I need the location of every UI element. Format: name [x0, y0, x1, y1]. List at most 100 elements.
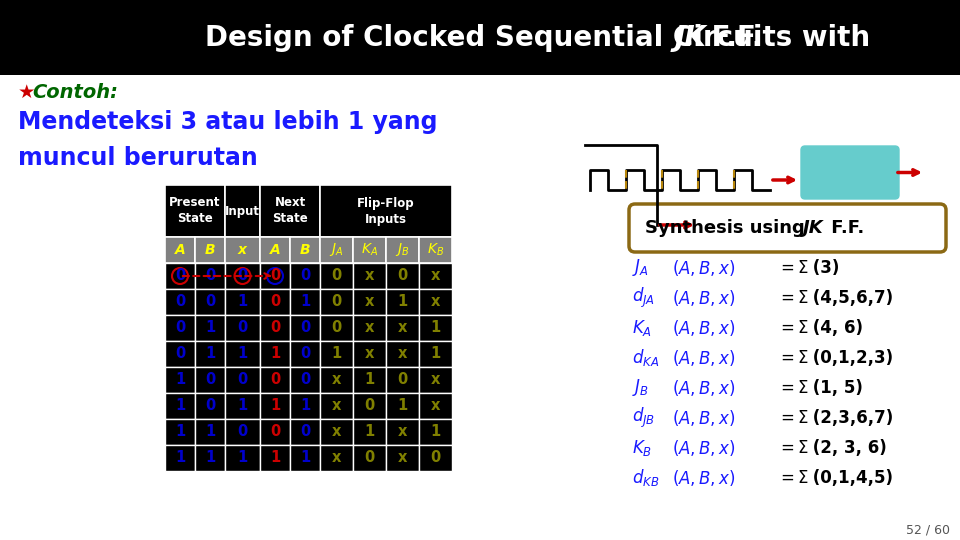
Text: 0: 0	[397, 373, 408, 388]
Bar	[260, 237, 290, 263]
Text: 0: 0	[237, 268, 248, 284]
Bar	[195, 445, 225, 471]
Text: 1: 1	[397, 294, 408, 309]
Bar	[320, 315, 353, 341]
Text: 0: 0	[300, 347, 310, 361]
Text: $= \Sigma$: $= \Sigma$	[777, 439, 808, 457]
Text: B: B	[300, 243, 310, 257]
Text: (2,3,6,7): (2,3,6,7)	[807, 409, 893, 427]
Text: 1: 1	[237, 294, 248, 309]
Text: Design of Clocked Sequential Circuits with: Design of Clocked Sequential Circuits wi…	[205, 24, 879, 52]
Text: $K_B$: $K_B$	[427, 242, 444, 258]
Text: x: x	[332, 450, 341, 465]
Text: 0: 0	[300, 321, 310, 335]
Text: $d_{KA}$: $d_{KA}$	[632, 348, 660, 368]
Text: x: x	[431, 268, 441, 284]
Bar	[320, 263, 353, 289]
Bar	[225, 185, 260, 237]
Text: $(A, B, x)$: $(A, B, x)$	[672, 438, 735, 458]
Bar	[386, 289, 419, 315]
Text: (0,1,4,5): (0,1,4,5)	[807, 469, 893, 487]
Text: 0: 0	[204, 373, 215, 388]
Bar	[290, 315, 320, 341]
Bar	[165, 263, 195, 289]
Text: x: x	[397, 321, 407, 335]
Text: Contoh:: Contoh:	[32, 83, 118, 102]
Text: 0: 0	[300, 424, 310, 440]
Text: (4, 6): (4, 6)	[807, 319, 863, 337]
Bar	[165, 445, 195, 471]
Bar	[419, 445, 452, 471]
Text: 1: 1	[204, 321, 215, 335]
Bar	[419, 289, 452, 315]
Bar	[195, 237, 225, 263]
Bar	[165, 185, 225, 237]
Text: 0: 0	[331, 294, 342, 309]
Bar	[386, 419, 419, 445]
Text: $= \Sigma$: $= \Sigma$	[777, 349, 808, 367]
Text: 0: 0	[270, 424, 280, 440]
Bar	[386, 393, 419, 419]
Bar	[419, 263, 452, 289]
Text: 0: 0	[204, 268, 215, 284]
Text: $K_A$: $K_A$	[632, 318, 652, 338]
Bar	[225, 237, 260, 263]
Bar	[419, 315, 452, 341]
Bar	[260, 289, 290, 315]
Text: 0: 0	[365, 399, 374, 414]
Bar	[290, 263, 320, 289]
Bar	[320, 185, 452, 237]
Bar	[195, 263, 225, 289]
Text: 1: 1	[430, 347, 441, 361]
Text: 1: 1	[204, 347, 215, 361]
Text: 0: 0	[300, 268, 310, 284]
Text: 0: 0	[270, 321, 280, 335]
Text: 1: 1	[237, 347, 248, 361]
Text: $(A, B, x)$: $(A, B, x)$	[672, 288, 735, 308]
Bar	[353, 419, 386, 445]
Bar	[353, 341, 386, 367]
Text: 1: 1	[270, 450, 280, 465]
Text: 52 / 60: 52 / 60	[906, 523, 950, 537]
Text: 1: 1	[204, 450, 215, 465]
Text: 1: 1	[270, 347, 280, 361]
Text: F.F.: F.F.	[702, 24, 762, 52]
Text: 0: 0	[204, 294, 215, 309]
Text: x: x	[365, 268, 374, 284]
Text: $(A, B, x)$: $(A, B, x)$	[672, 348, 735, 368]
Text: F.F.: F.F.	[825, 219, 864, 237]
Text: $(A, B, x)$: $(A, B, x)$	[672, 258, 735, 278]
Text: 1: 1	[397, 399, 408, 414]
Text: $(A, B, x)$: $(A, B, x)$	[672, 318, 735, 338]
Text: B: B	[204, 243, 215, 257]
Bar	[290, 393, 320, 419]
Bar	[320, 341, 353, 367]
Bar	[225, 419, 260, 445]
Text: (4,5,6,7): (4,5,6,7)	[807, 289, 893, 307]
Bar	[386, 341, 419, 367]
Text: $= \Sigma$: $= \Sigma$	[777, 259, 808, 277]
Bar	[165, 315, 195, 341]
Bar	[195, 315, 225, 341]
Bar	[290, 341, 320, 367]
Text: 0: 0	[175, 294, 185, 309]
Text: (0,1,2,3): (0,1,2,3)	[807, 349, 893, 367]
Text: 1: 1	[430, 424, 441, 440]
Bar	[225, 263, 260, 289]
Text: x: x	[332, 373, 341, 388]
Text: x: x	[397, 450, 407, 465]
Text: 1: 1	[175, 373, 185, 388]
Text: $(A, B, x)$: $(A, B, x)$	[672, 378, 735, 398]
Bar	[320, 289, 353, 315]
Bar	[320, 237, 353, 263]
Bar	[165, 393, 195, 419]
Text: 1: 1	[175, 399, 185, 414]
Bar	[353, 263, 386, 289]
Text: (2, 3, 6): (2, 3, 6)	[807, 439, 887, 457]
Bar	[225, 393, 260, 419]
Text: 1: 1	[300, 294, 310, 309]
Text: x: x	[332, 424, 341, 440]
Bar	[320, 419, 353, 445]
Bar	[225, 315, 260, 341]
Text: JK: JK	[675, 24, 707, 52]
